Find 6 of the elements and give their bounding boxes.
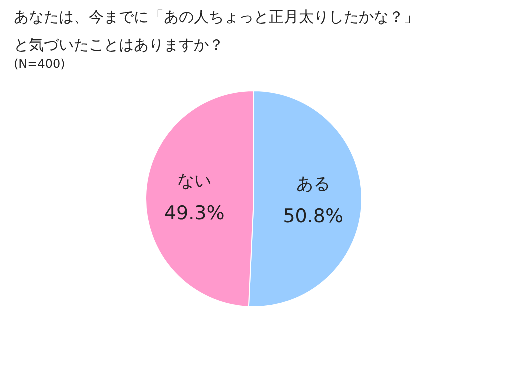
slice-label: ある [296, 174, 330, 194]
text: (N=400) [14, 57, 66, 71]
chart-title: あなたは、今までに「あの人ちょっと正月太りしたかな？」と気づいたことはありますか？ [14, 8, 419, 54]
data-label: 50.8% [283, 205, 344, 228]
data-label: 49.3% [164, 202, 225, 225]
slice-label: ない [178, 172, 212, 192]
